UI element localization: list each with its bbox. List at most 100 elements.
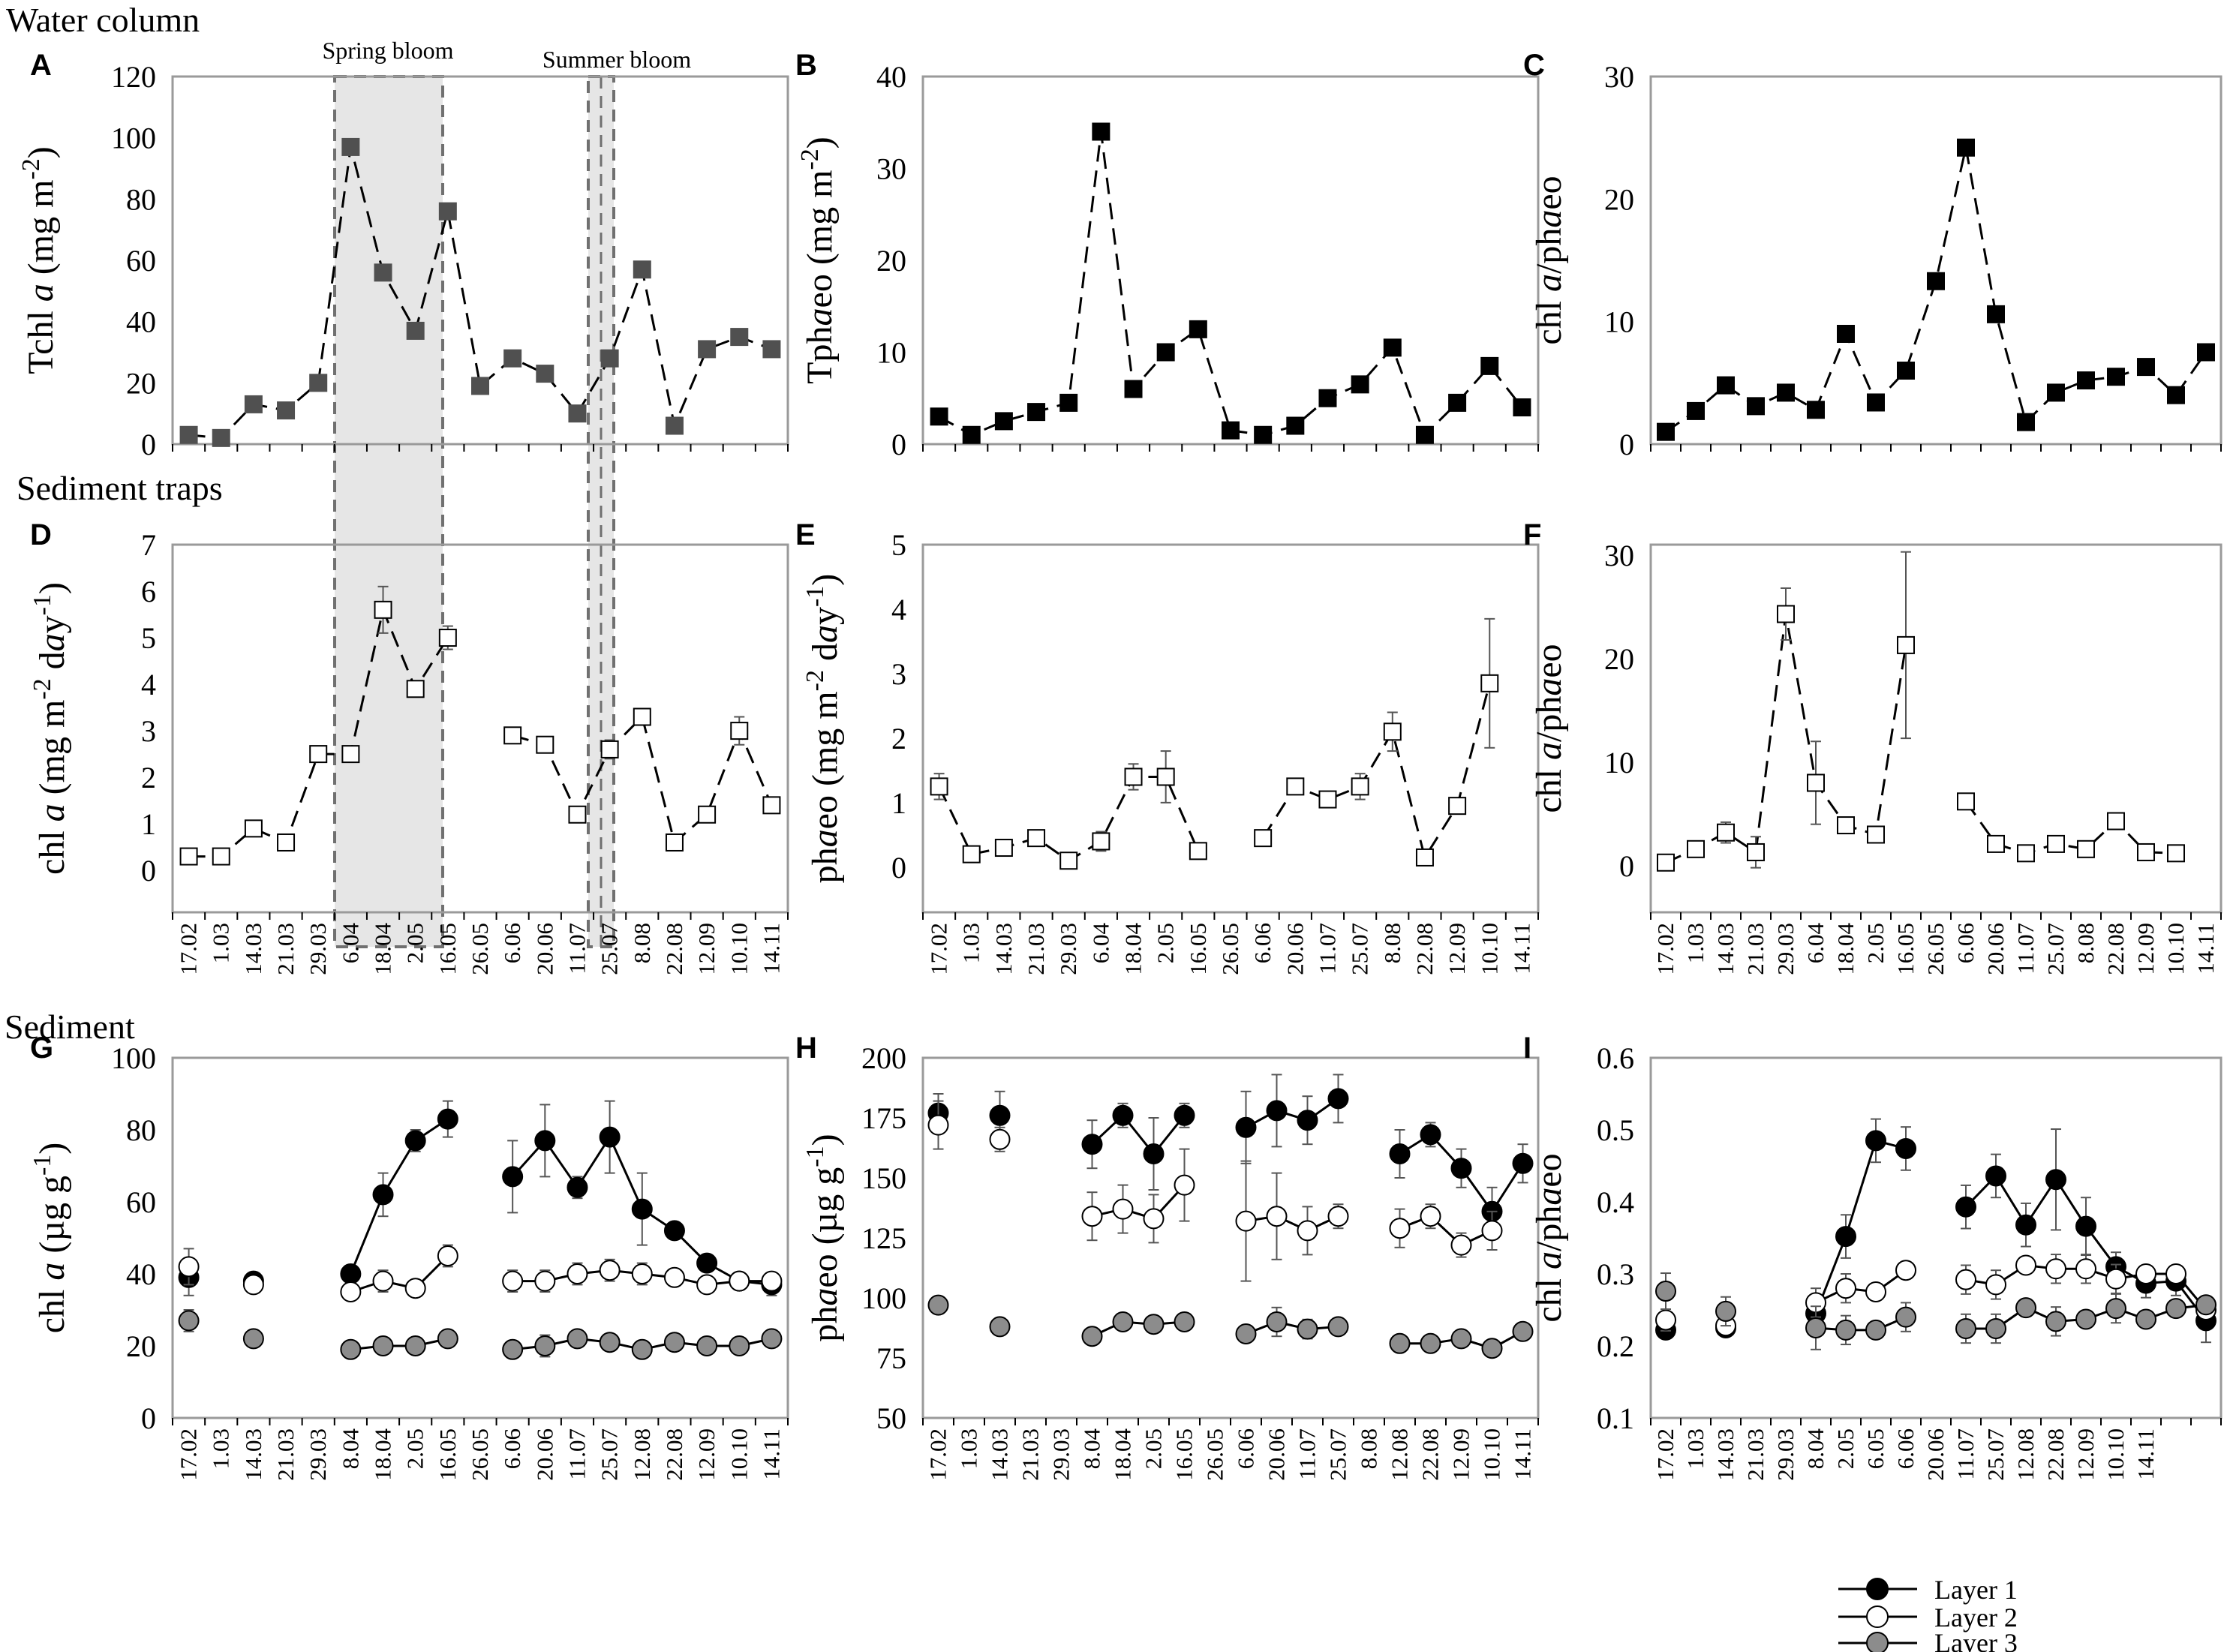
x-tick-label: 14.11 [2192,923,2219,975]
data-point [2047,383,2065,402]
data-point [1777,605,1795,623]
x-tick-label: 18.04 [370,923,396,975]
data-point [1717,376,1735,395]
data-point [277,401,296,420]
data-point [1807,773,1825,792]
series-phaeo-flux [930,617,1499,870]
data-point [374,600,392,619]
x-tick-label: 14.03 [1712,1428,1739,1481]
bloom-bands [333,75,615,948]
x-tick-label: 6.04 [337,923,363,964]
data-point [1112,1104,1134,1126]
plot-frame [171,543,789,914]
x-tick-label: 6.06 [499,1428,525,1469]
data-point [2107,812,2125,831]
data-point [1383,722,1402,741]
data-point [1480,356,1499,375]
y-tick-label: 20 [876,244,906,278]
x-tick-label: 17.02 [176,1428,202,1481]
data-point [406,321,425,340]
data-point [1351,777,1369,796]
data-point [2135,1263,2156,1284]
data-point [2075,1258,2096,1280]
data-point [1865,1281,1886,1302]
x-tick-label: 26.05 [1202,1428,1228,1481]
data-point [341,137,360,156]
data-point [599,1260,621,1281]
data-point [2135,1308,2156,1330]
data-point [729,1335,750,1356]
series-layer-1 [927,1074,1534,1236]
data-point [567,1263,588,1284]
x-tick-label: 20.06 [1264,1428,1290,1481]
data-point [502,1338,524,1360]
data-point [1955,1317,1976,1339]
x-tick-label: 11.07 [1314,923,1340,975]
data-point [930,777,948,796]
x-tick-label: 29.03 [1048,1428,1074,1481]
data-point [1687,840,1705,858]
data-point [2045,1258,2066,1280]
data-point [1156,343,1175,362]
y-tick-label: 3 [141,714,156,748]
x-tick-label: 29.03 [1055,923,1081,975]
data-point [503,726,522,745]
series-chl-a-phaeo [1657,138,2215,441]
x-tick-label: 22.08 [1417,1428,1444,1481]
data-point [2195,1294,2216,1316]
data-point [994,839,1013,858]
x-tick-label: 2.05 [402,1428,428,1469]
series-line [1665,614,2177,864]
series-line [188,605,773,858]
series-line [938,683,1491,862]
x-tick-label: 22.08 [2042,1428,2069,1481]
series-line [1092,1184,1493,1247]
y-tick-label: 1 [891,786,906,820]
data-point [567,1328,588,1350]
y-tick-label: 150 [861,1161,906,1195]
plot-frame [1649,75,2222,446]
x-tick-label: 14.11 [1510,1428,1536,1480]
data-point [2197,343,2215,362]
data-point [536,365,554,383]
x-tick-label: 12.08 [629,1428,655,1481]
panel-e: E 0 1 2 3 4 5 phaeo (mg m-2 day-1) 17.02 1.03 14.0… [795,518,1540,975]
data-point [2137,843,2155,861]
data-point [340,1263,362,1284]
data-point [1081,1326,1103,1347]
data-point [1481,1338,1503,1359]
data-point [1415,425,1434,444]
data-point [631,1263,653,1284]
series-tphaeo [930,122,1531,444]
y-axis-label: chl a (mg m-2 day-1) [29,582,73,875]
y-tick-label: 125 [861,1221,906,1255]
y-tick-label: 0 [141,854,156,888]
x-tick-label: 16.05 [1185,923,1211,975]
x-tick-label: 12.08 [2012,1428,2039,1481]
spring-bloom-band [333,75,444,948]
data-point [665,416,684,435]
x-tick-label: 2.05 [1141,1428,1167,1469]
panel-c: C 0 10 20 30 chl a/phaeo [1523,49,2222,461]
x-tick-label: 25.07 [1325,1428,1351,1481]
x-tick-label: 21.03 [1023,923,1049,975]
data-point [1987,834,2005,853]
x-tick-label: 29.03 [305,923,331,975]
y-axis-label: Tchl a (mg m-2) [17,146,62,374]
x-tick-label: 16.05 [434,1428,461,1481]
data-point [212,428,230,447]
y-axis-label: phaeo (µg g-1) [801,1134,846,1341]
data-point [2017,413,2035,431]
data-point [1987,305,2005,323]
data-point [1717,823,1735,842]
x-tick-label: 10.10 [2102,1428,2129,1481]
x-tick-label: 11.07 [2012,923,2039,975]
data-point [1777,383,1795,402]
data-point [962,425,981,444]
data-point [1389,1332,1411,1354]
y-tick-label: 0 [1619,428,1634,461]
x-tick-label: 10.10 [1476,923,1502,975]
series-layer-2 [927,1100,1503,1282]
data-point [2077,840,2095,858]
data-point [1837,325,1855,343]
